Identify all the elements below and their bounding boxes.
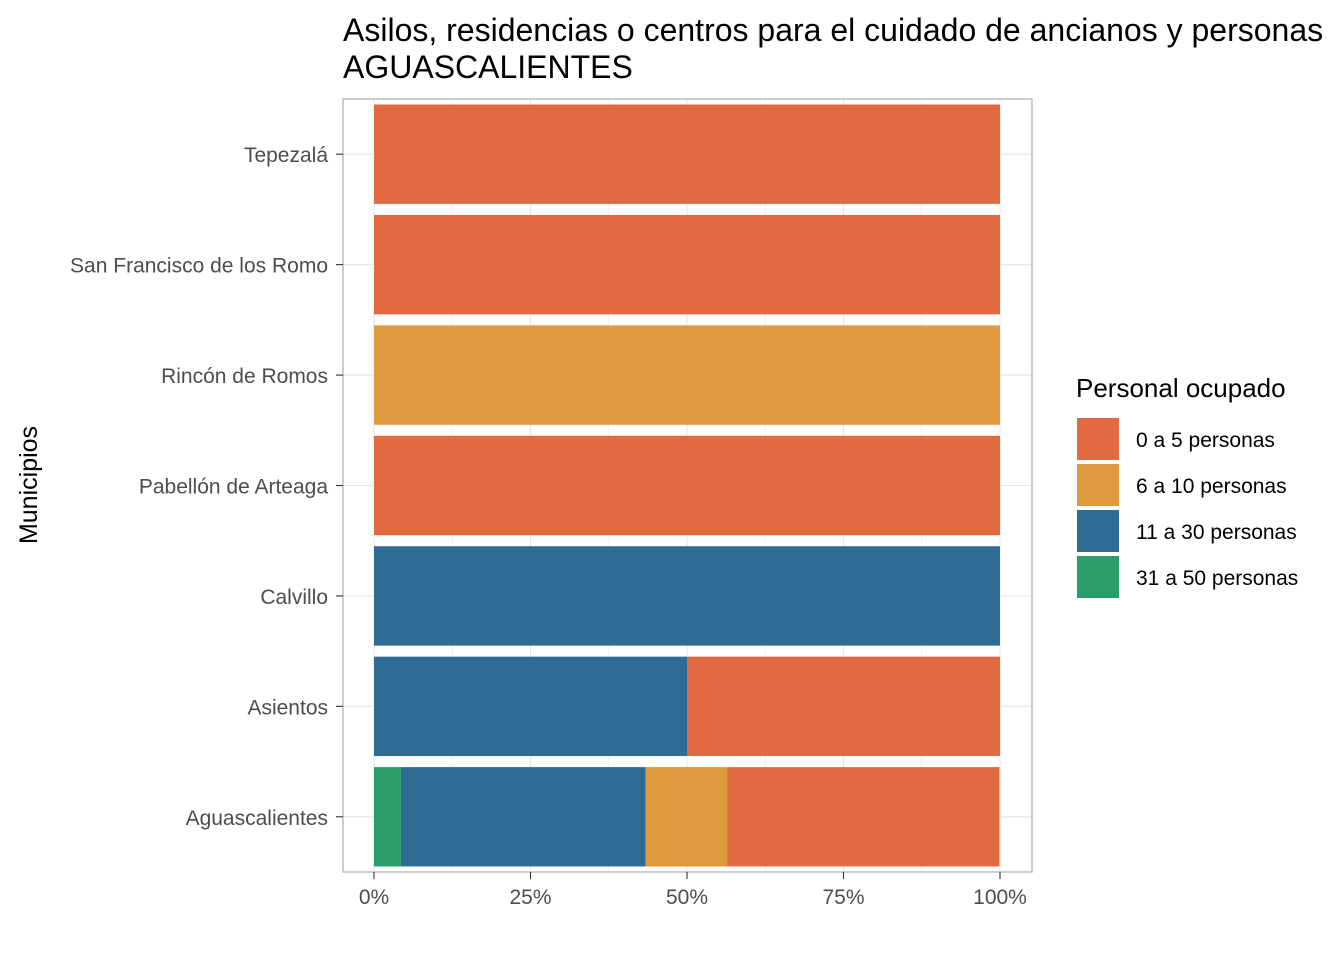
legend-label: 0 a 5 personas: [1136, 429, 1275, 452]
y-tick-label: Aguascalientes: [186, 807, 328, 830]
y-tick-label: Rincón de Romos: [161, 365, 328, 388]
legend-label: 11 a 30 personas: [1136, 521, 1297, 544]
x-tick-label: 0%: [359, 886, 389, 909]
legend-swatch: [1075, 462, 1121, 508]
y-tick-label: Asientos: [247, 696, 328, 719]
x-tick-label: 25%: [509, 886, 551, 909]
x-axis-ticks: 0% 25% 50% 75% 100%: [359, 872, 1027, 909]
y-axis-label: Municipios: [15, 426, 43, 544]
legend-items: 0 a 5 personas 6 a 10 personas 11 a 30 per…: [1075, 416, 1298, 600]
bar-segment: [687, 656, 1000, 757]
bar-segment: [374, 325, 1000, 425]
chart-title: Asilos, residencias o centros para el cu…: [343, 12, 1323, 48]
y-tick-label: San Francisco de los Romo: [70, 255, 328, 278]
legend-title: Personal ocupado: [1076, 373, 1286, 403]
bars: [374, 104, 1000, 867]
legend-swatch: [1075, 416, 1121, 462]
bar-segment: [374, 767, 401, 867]
legend: Personal ocupado 0 a 5 personas 6 a 10 pe…: [1075, 373, 1298, 600]
chart-subtitle: AGUASCALIENTES: [343, 49, 633, 85]
legend-label: 31 a 50 personas: [1136, 567, 1298, 590]
bar-segment: [374, 656, 687, 757]
y-axis-ticks: Aguascalientes Asientos Calvillo Pabellón d…: [70, 144, 343, 830]
bar-segment: [374, 214, 1000, 315]
bar-segment: [400, 767, 646, 867]
bar-segment: [645, 767, 728, 867]
legend-label: 6 a 10 personas: [1136, 475, 1287, 498]
bar-segment: [374, 546, 1000, 646]
x-tick-label: 75%: [822, 886, 864, 909]
bar-segment: [727, 767, 1000, 867]
x-tick-label: 100%: [973, 886, 1027, 909]
y-tick-label: Pabellón de Arteaga: [139, 476, 328, 499]
bar-segment: [374, 104, 1000, 204]
y-tick-label: Tepezalá: [244, 144, 328, 167]
legend-swatch: [1075, 554, 1121, 600]
legend-swatch: [1075, 508, 1121, 554]
bar-segment: [374, 435, 1000, 536]
x-tick-label: 50%: [666, 886, 708, 909]
y-tick-label: Calvillo: [260, 586, 328, 609]
